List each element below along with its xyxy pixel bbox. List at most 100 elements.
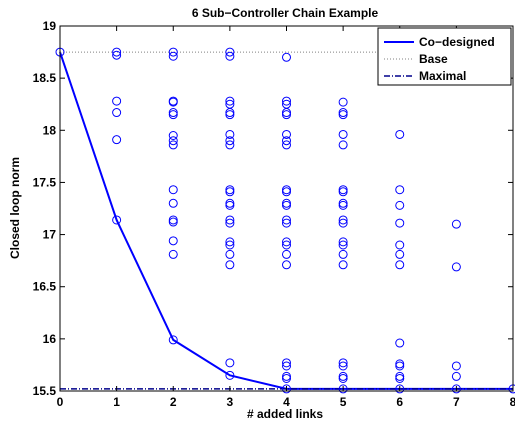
scatter-point [168,335,178,345]
x-tick-label: 3 [227,395,234,409]
x-axis-label: # added links [247,407,323,421]
scatter-point [395,129,405,139]
scatter-point [168,51,178,61]
legend-label-maximal: Maximal [419,69,466,83]
scatter-point [225,110,235,120]
scatter-point [225,96,235,106]
scatter-point [225,260,235,270]
x-tick-label: 1 [113,395,120,409]
scatter-point [395,260,405,270]
scatter-point [112,50,122,60]
scatter-point [282,187,291,197]
scatter-point [338,129,348,139]
scatter-point [225,136,235,146]
scatter-point [112,47,122,57]
scatter-point [338,97,348,107]
scatter-point [225,215,235,225]
scatter-point [282,371,291,381]
scatter-point [282,373,291,383]
scatter-point [225,51,235,61]
scatter-point [168,215,178,225]
y-tick-label: 17 [43,228,57,242]
scatter-point [112,135,122,145]
y-axis-label: Closed loop norm [8,157,22,259]
scatter-point [225,108,235,118]
scatter-point [282,200,291,210]
scatter-point [282,361,291,371]
scatter-point [225,370,235,380]
scatter-point [451,262,461,272]
scatter-point [395,185,405,195]
x-tick-label: 4 [283,395,290,409]
scatter-point [282,198,291,208]
scatter-point [282,96,291,106]
legend-label-base: Base [419,52,448,66]
scatter-point [395,361,405,371]
scatter-point [451,219,461,229]
scatter-point [225,185,235,195]
scatter-point [168,236,178,246]
scatter-point [282,185,291,195]
scatter-point [225,129,235,139]
scatter-point [225,187,235,197]
scatter-point [168,136,178,146]
y-tick-label: 18 [43,123,57,137]
scatter-point [338,371,348,381]
scatter-point [395,371,405,381]
scatter-point [338,140,348,150]
x-tick-label: 7 [453,395,460,409]
scatter-point [338,218,348,228]
plot-area [60,26,513,391]
scatter-point [282,249,291,259]
scatter-point [338,384,348,394]
scatter-point [225,358,235,368]
scatter-point [338,358,348,368]
scatter-point [112,215,122,225]
scatter-point [395,384,405,394]
scatter-point [168,47,178,57]
scatter-point [338,185,348,195]
scatter-point [338,198,348,208]
legend-label-codesigned: Co−designed [419,35,495,49]
scatter-point [282,260,291,270]
scatter-point [338,260,348,270]
chart-title: 6 Sub−Controller Chain Example [192,6,379,20]
scatter-point [451,384,461,394]
scatter-point [168,198,178,208]
scatter-point [395,218,405,228]
y-tick-label: 15.5 [33,384,57,398]
scatter-point [338,373,348,383]
y-tick-label: 17.5 [33,175,57,189]
x-tick-label: 5 [340,395,347,409]
scatter-point [395,249,405,259]
scatter-point [338,108,348,118]
scatter-point [338,215,348,225]
scatter-point [338,200,348,210]
scatter-point [338,240,348,250]
scatter-point [168,217,178,227]
scatter-point [282,129,291,139]
scatter-point [282,218,291,228]
y-tick-label: 19 [43,19,57,33]
scatter-point [395,373,405,383]
scatter-point [282,140,291,150]
scatter-point [112,96,122,106]
scatter-point [225,140,235,150]
scatter-point [395,200,405,210]
x-tick-label: 2 [170,395,177,409]
scatter-point [168,108,178,118]
scatter-point [395,240,405,250]
scatter-point [282,52,291,62]
scatter-point [282,108,291,118]
scatter-point [282,110,291,120]
scatter-point [338,237,348,247]
scatter-point [168,110,178,120]
scatter-point [168,140,178,150]
scatter-point [282,240,291,250]
scatter-point [395,359,405,369]
y-tick-label: 18.5 [33,71,57,85]
scatter-point [338,110,348,120]
scatter-point [168,131,178,140]
scatter-point [282,136,291,146]
